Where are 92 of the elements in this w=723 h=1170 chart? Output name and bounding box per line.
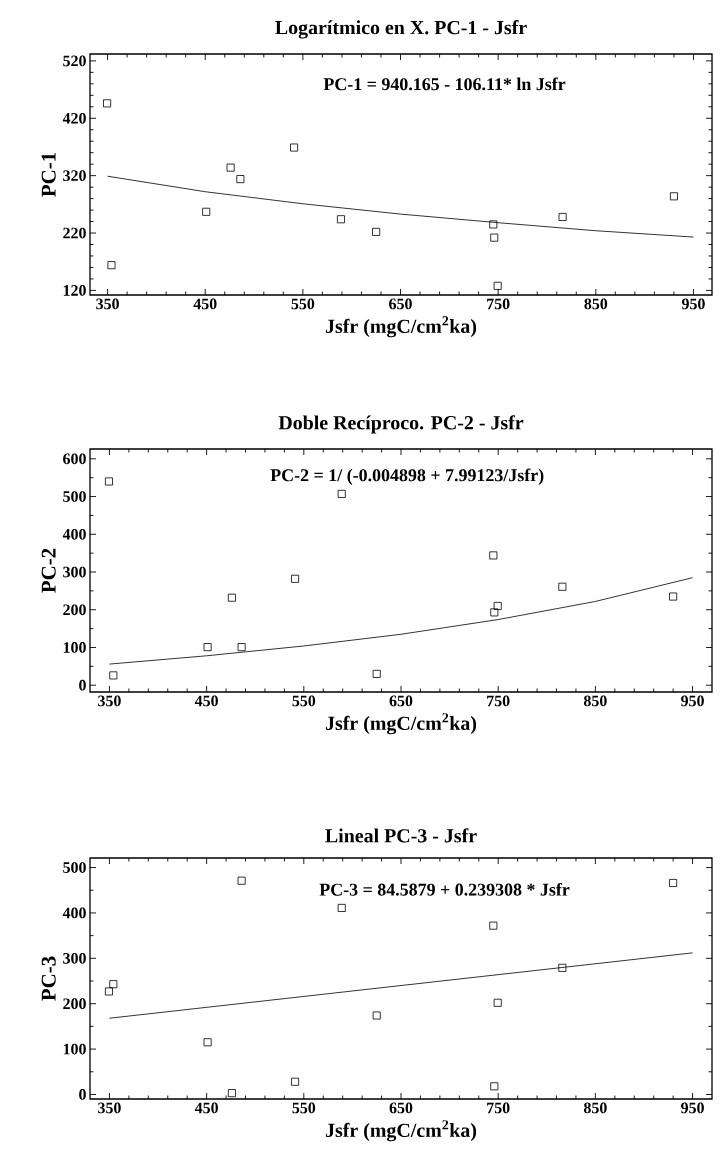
y-tick-label: 120 [63,285,86,296]
point [372,1011,381,1020]
x-tick-label: 750 [487,298,510,310]
annotation: PC-1 = 940.165 - 106.11* ln Jsfr [323,77,566,91]
point [489,921,498,930]
point [291,1077,300,1086]
x-tick-label: 850 [583,695,607,707]
y-axis-title: PC-2 [41,548,56,593]
line-series [107,175,694,238]
x-tick-label: 350 [98,1102,121,1114]
point [107,261,116,270]
x-tick-label: 650 [389,298,412,310]
y-axis-title: PC-1 [41,152,56,197]
y-tick-label: 500 [63,862,86,873]
point [337,903,346,912]
x-tick-label: 350 [96,298,119,310]
x-tick-label: 850 [583,1102,607,1114]
chart-title: Doble Recíproco. PC-2 - Jsfr [278,415,524,434]
point [558,963,567,972]
point [291,574,300,583]
point [336,215,345,224]
x-tick-label: 450 [193,298,217,310]
x-axis-title: Jsfr (mgC/cm$^{2}$ka) [325,316,477,338]
point [104,987,113,996]
point [226,163,235,172]
point [227,1089,236,1098]
x-tick-label: 550 [291,298,315,310]
point [202,207,211,216]
point [669,592,678,601]
x-tick-label: 850 [584,298,608,310]
y-tick-label: 500 [63,491,86,502]
point [669,878,678,887]
y-tick-label: 400 [62,907,86,919]
y-tick-label: 200 [63,604,86,616]
point [203,643,212,652]
point [558,212,567,221]
y-tick-label: 300 [63,952,86,964]
chart-title: Lineal PC-3 - Jsfr [325,828,477,843]
y-tick-label: 520 [63,55,86,67]
point [203,1038,212,1047]
point [290,143,299,152]
x-axis-title: Jsfr (mgC/cm$^{2}$ka) [325,713,477,735]
point [490,233,499,242]
x-axis-title: Jsfr (mgC/cm$^{2}$ka) [325,1120,477,1142]
annotation: PC-2 = 1/ (-0.004898 + 7.99123/Jsfr) [270,468,544,485]
point [490,608,499,617]
y-tick-label: 420 [62,112,86,124]
point [493,601,502,610]
x-tick-label: 950 [681,298,705,310]
annotation: PC-3 = 84.5879 + 0.239308 * Jsfr [319,882,570,896]
x-tick-label: 750 [487,1102,510,1114]
point [489,220,498,229]
chart-title: Logarítmico en X. PC-1 - Jsfr [275,20,527,39]
point [493,281,502,290]
point [493,998,502,1007]
x-tick-label: 650 [389,1102,413,1114]
x-tick-label: 550 [292,1102,316,1114]
x-tick-label: 750 [487,695,510,707]
point [104,477,113,486]
point [372,669,381,678]
line-series [109,577,693,665]
y-tick-label: 0 [79,679,86,691]
point [558,582,567,591]
point [103,99,112,108]
y-tick-label: 600 [63,453,86,465]
point [237,643,246,652]
point [227,593,236,602]
x-tick-label: 450 [194,695,218,707]
point [490,1082,499,1091]
point [109,980,118,989]
point [237,876,246,885]
x-tick-label: 950 [681,695,704,707]
y-tick-label: 0 [79,1089,86,1100]
point [236,175,245,184]
y-tick-label: 320 [63,170,86,182]
y-tick-label: 100 [63,642,86,653]
y-tick-label: 400 [62,528,86,540]
x-tick-label: 450 [194,1102,218,1114]
y-axis-title: PC-3 [41,956,56,1001]
point [489,551,498,560]
x-tick-label: 950 [681,1102,704,1114]
y-tick-label: 100 [63,1043,86,1055]
y-tick-label: 220 [63,227,86,239]
point [372,227,381,236]
x-tick-label: 650 [389,695,413,707]
point [109,671,118,680]
y-tick-label: 200 [63,998,86,1010]
x-tick-label: 350 [98,695,121,707]
y-tick-label: 300 [63,566,86,578]
x-tick-label: 550 [292,695,316,707]
point [669,192,678,201]
point [337,489,346,498]
